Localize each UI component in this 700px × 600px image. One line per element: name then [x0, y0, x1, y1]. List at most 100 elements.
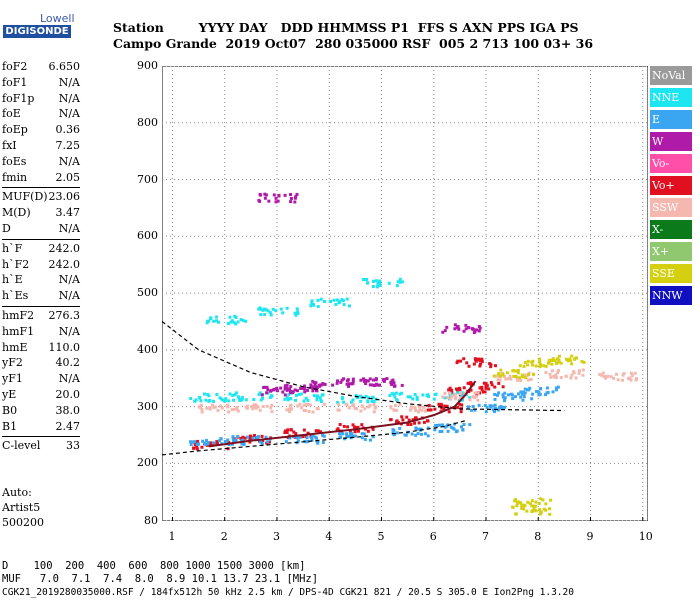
echo-point-vo- — [286, 428, 290, 432]
echo-point-e — [251, 436, 255, 440]
param-value: N/A — [58, 372, 80, 386]
echo-point-ssw — [602, 375, 606, 379]
echo-point-nne — [238, 398, 242, 402]
echo-point-nne — [342, 400, 346, 404]
echo-point-vo- — [356, 429, 360, 433]
echo-point-ssw — [615, 372, 619, 376]
echo-point-nne — [263, 313, 267, 317]
echo-point-ssw — [220, 406, 224, 410]
echo-point-ssw — [337, 408, 341, 412]
echo-point-w — [320, 383, 324, 387]
param-key: foEp — [2, 123, 28, 137]
param-value: 242.0 — [48, 241, 81, 255]
echo-point-e — [343, 437, 347, 441]
echo-point-ssw — [616, 378, 620, 382]
echo-point-vo- — [413, 421, 417, 425]
param-row: h`E N/A — [2, 273, 80, 289]
echo-point-e — [242, 442, 246, 446]
echo-point-vo- — [401, 418, 405, 422]
echo-point-e — [521, 390, 525, 394]
echo-point-e — [305, 436, 309, 440]
echo-point-w — [283, 393, 287, 397]
echo-point-w — [285, 388, 289, 392]
x-tick-label: 8 — [534, 530, 542, 543]
echo-point-e — [461, 428, 465, 432]
echo-point-w — [392, 381, 396, 385]
echo-point-e — [521, 398, 525, 402]
echo-point-e — [493, 397, 497, 401]
echo-point-sse — [531, 359, 535, 363]
echo-point-vo- — [227, 441, 231, 445]
echo-point-ssw — [417, 410, 421, 414]
param-key: M(D) — [2, 206, 31, 220]
echo-point-sse — [582, 360, 586, 364]
echo-point-sse — [521, 503, 525, 507]
echo-point-w — [260, 393, 264, 397]
echo-point-e — [511, 397, 515, 401]
echo-point-vo- — [285, 430, 289, 434]
param-row: hmE 110.0 — [2, 341, 80, 357]
echo-point-w — [349, 382, 353, 386]
y-tick-label: 500 — [137, 286, 158, 300]
echo-point-ssw — [544, 371, 548, 375]
echo-point-nne — [443, 396, 447, 400]
y-tick-label: 80 — [144, 514, 158, 527]
echo-point-sse — [499, 374, 503, 378]
param-separator — [2, 187, 80, 189]
echo-point-nne — [332, 298, 336, 302]
echo-point-e — [313, 435, 317, 439]
echo-point-nne — [312, 394, 316, 398]
x-tick-label: 1 — [168, 530, 176, 543]
echo-point-ssw — [265, 404, 269, 408]
echo-point-w — [342, 377, 346, 381]
echo-point-nne — [259, 313, 263, 317]
echo-point-w — [289, 390, 293, 394]
echo-point-nne — [398, 392, 402, 396]
echo-point-nne — [233, 314, 237, 318]
echo-point-sse — [531, 509, 535, 513]
echo-point-e — [206, 442, 210, 446]
echo-point-w — [293, 196, 297, 200]
echo-point-nne — [336, 400, 340, 404]
echo-point-nne — [205, 321, 209, 325]
header-row-2: Campo Grande 2019 Oct07 280 035000 RSF 0… — [113, 36, 594, 51]
echo-point-nne — [468, 396, 472, 400]
echo-point-e — [404, 433, 408, 437]
echo-point-e — [371, 435, 375, 439]
echo-point-sse — [526, 359, 530, 363]
echo-point-e — [434, 423, 438, 427]
echo-point-ssw — [208, 406, 212, 410]
echo-point-w — [368, 383, 372, 387]
echo-point-w — [455, 326, 459, 330]
echo-point-e — [438, 430, 442, 434]
param-row: h`F 242.0 — [2, 242, 80, 258]
echo-point-sse — [555, 357, 559, 361]
echo-point-e — [218, 439, 222, 443]
param-value: N/A — [58, 154, 80, 168]
echo-point-e — [305, 440, 309, 444]
echo-point-e — [501, 395, 505, 399]
echo-point-ssw — [256, 405, 260, 409]
echo-point-vo- — [200, 445, 204, 449]
echo-point-vo- — [455, 387, 459, 391]
echo-point-w — [464, 327, 468, 331]
param-row: hmF2 276.3 — [2, 309, 80, 325]
echo-point-w — [293, 200, 297, 204]
echo-point-ssw — [308, 403, 312, 407]
echo-point-nne — [351, 398, 355, 402]
x-tick-label: 10 — [638, 530, 653, 543]
echo-point-sse — [524, 376, 528, 380]
echo-point-nne — [461, 391, 465, 395]
echo-point-e — [534, 389, 538, 393]
echo-point-e — [488, 404, 492, 408]
echo-point-vo- — [405, 415, 409, 419]
echo-point-nne — [387, 281, 391, 285]
echo-point-nne — [189, 397, 193, 401]
echo-point-w — [313, 385, 317, 389]
echo-point-ssw — [353, 406, 357, 410]
echo-point-vo- — [439, 402, 443, 406]
param-row: D N/A — [2, 222, 80, 238]
param-key: h`F — [2, 241, 23, 255]
echo-point-e — [426, 426, 430, 430]
echo-point-e — [538, 392, 542, 396]
